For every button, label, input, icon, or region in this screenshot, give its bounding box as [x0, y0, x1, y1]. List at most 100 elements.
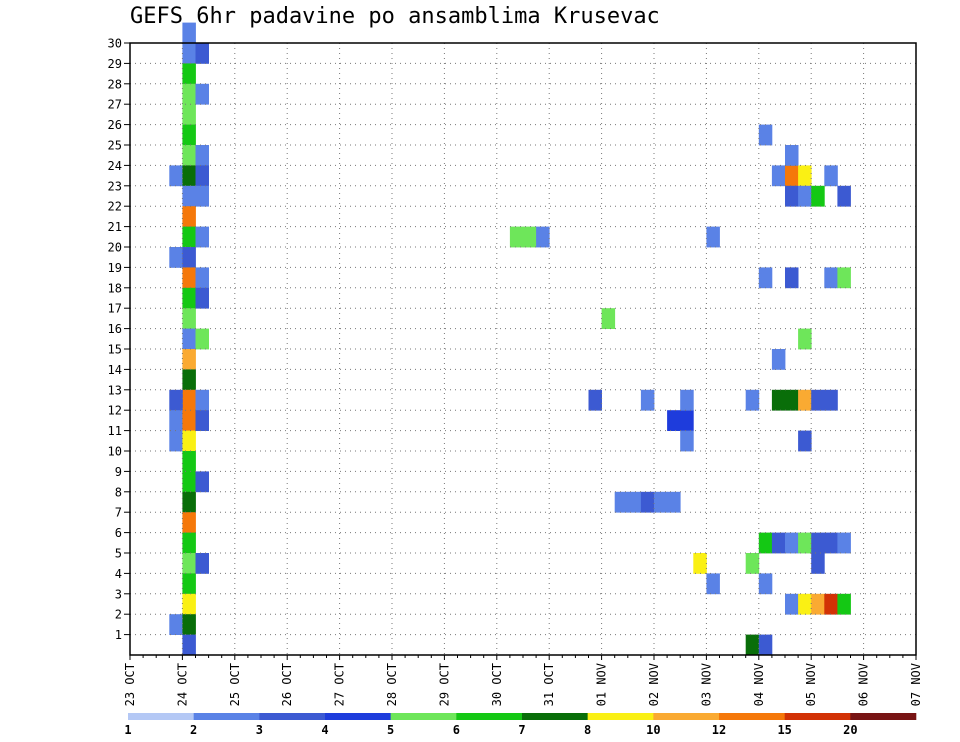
heatmap-cell [680, 430, 694, 452]
colorbar-label: 8 [584, 723, 591, 737]
x-tick-label: 04 NOV [752, 663, 766, 706]
heatmap-cell [182, 614, 196, 635]
heatmap-cell [195, 226, 209, 248]
heatmap-cell [785, 185, 799, 207]
heatmap-cell [195, 267, 209, 289]
heatmap-cell [182, 22, 196, 44]
heatmap-cell [182, 83, 196, 105]
heatmap-cell [798, 430, 812, 452]
heatmap-cell [758, 573, 773, 595]
y-tick-label: 19 [108, 261, 122, 275]
heatmap-cell [785, 593, 799, 615]
heatmap-cell [785, 267, 799, 289]
heatmap-cell [771, 349, 786, 370]
heatmap-cell [182, 104, 196, 125]
heatmap-cell [195, 185, 209, 207]
heatmap-cell [837, 267, 851, 289]
heatmap-cell [195, 471, 209, 493]
heatmap-cell [706, 226, 720, 248]
heatmap-cell [837, 185, 851, 207]
heatmap-cell [182, 43, 196, 64]
heatmap-cell [771, 532, 786, 554]
x-tick-label: 29 OCT [437, 663, 451, 706]
colorbar-label: 1 [124, 723, 131, 737]
y-tick-label: 15 [108, 343, 122, 357]
heatmap-cell [798, 185, 812, 207]
heatmap-cell [169, 165, 183, 187]
heatmap-cell [693, 553, 707, 574]
x-tick-label: 07 NOV [909, 663, 923, 706]
heatmap-cell [195, 165, 209, 187]
heatmap-cell [182, 532, 196, 554]
y-tick-label: 29 [108, 57, 122, 71]
colorbar-label: 6 [453, 723, 460, 737]
heatmap-cell [785, 389, 799, 411]
heatmap-cell [182, 206, 196, 227]
heatmap-cell [169, 410, 183, 431]
heatmap-cell [195, 43, 209, 64]
colorbar-label: 7 [518, 723, 525, 737]
y-tick-label: 12 [108, 404, 122, 418]
heatmap-cell [182, 573, 196, 595]
heatmap-cell [785, 165, 799, 187]
y-axis: 1234567891011121314151617181920212223242… [108, 37, 130, 642]
heatmap-cell [182, 593, 196, 615]
x-tick-label: 31 OCT [542, 663, 556, 706]
heatmap-cell [169, 389, 183, 411]
heatmap-cell [758, 634, 773, 656]
y-tick-label: 26 [108, 118, 122, 132]
colorbar-label: 20 [843, 723, 857, 737]
colorbar-label: 10 [646, 723, 660, 737]
y-tick-label: 2 [115, 608, 122, 622]
heatmap-cell [811, 553, 825, 574]
colorbar-segment [719, 713, 785, 720]
heatmap-cell [195, 328, 209, 350]
heatmap-cell [771, 165, 786, 187]
heatmap-cell [182, 165, 196, 187]
heatmap-cell [182, 471, 196, 493]
heatmap-cell [680, 410, 694, 431]
heatmap-cell [785, 532, 799, 554]
heatmap-cell [169, 430, 183, 452]
colorbar-label: 5 [387, 723, 394, 737]
heatmap-cell [195, 410, 209, 431]
colorbar-segment [128, 713, 194, 720]
x-tick-label: 25 OCT [228, 663, 242, 706]
heatmap-cell [745, 389, 760, 411]
x-tick-label: 23 OCT [123, 663, 137, 706]
y-tick-label: 24 [108, 159, 122, 173]
heatmap-cell [182, 267, 196, 289]
y-tick-label: 20 [108, 241, 122, 255]
heatmap-cell [798, 532, 812, 554]
heatmap-cell [182, 247, 196, 268]
heatmap-cell [837, 593, 851, 615]
x-tick-label: 28 OCT [385, 663, 399, 706]
heatmap-cell [588, 389, 602, 411]
heatmap-cell [758, 532, 773, 554]
colorbar-segment [456, 713, 523, 720]
heatmap-cell [182, 491, 196, 513]
heatmap-cell [824, 165, 838, 187]
heatmap-cell [523, 226, 537, 248]
colorbar-segment [325, 713, 391, 720]
heatmap-cell [195, 145, 209, 166]
heatmap-cell [745, 634, 760, 656]
colorbar-segment [653, 713, 720, 720]
heatmap-cell [182, 287, 196, 309]
heatmap-cell [798, 165, 812, 187]
y-tick-label: 16 [108, 322, 122, 336]
heatmap-cell [758, 124, 773, 146]
chart-title: GEFS 6hr padavine po ansamblima Krusevac [130, 4, 660, 29]
y-tick-label: 9 [115, 465, 122, 479]
heatmap-cell [798, 593, 812, 615]
heatmap-cell [182, 410, 196, 431]
heatmap-cell [182, 634, 196, 656]
heatmap-cell [169, 247, 183, 268]
heatmap-cell [195, 287, 209, 309]
heatmap-cell [627, 491, 642, 513]
heatmap-cell [182, 328, 196, 350]
heatmap-cell [195, 553, 209, 574]
heatmap-cell [182, 451, 196, 472]
colorbar-segment [587, 713, 654, 720]
